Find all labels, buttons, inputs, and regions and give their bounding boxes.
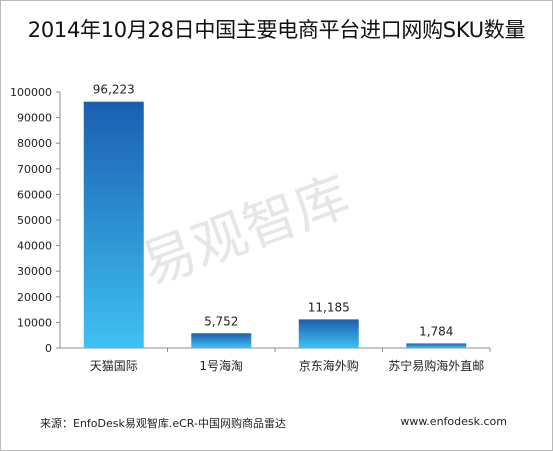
watermark-text: 易观智库 [133,164,358,297]
data-label: 11,185 [308,300,350,314]
x-tick-label: 天猫国际 [90,359,138,373]
bar [298,319,359,348]
y-tick-label: 10000 [17,316,52,329]
y-tick-label: 90000 [17,112,52,125]
bar [191,333,252,348]
data-label: 96,223 [93,83,135,97]
y-tick-label: 20000 [17,291,52,304]
y-tick-label: 80000 [17,137,52,150]
x-tick-label: 苏宁易购海外直邮 [388,358,484,373]
data-label: 5,752 [204,314,238,328]
y-tick-label: 100000 [10,86,52,99]
bar [406,343,467,348]
y-tick-label: 60000 [17,188,52,201]
x-tick-label: 京东海外购 [299,358,359,373]
data-label: 1,784 [419,324,453,338]
website-url: www.enfodesk.com [400,415,507,428]
y-tick-label: 0 [45,342,52,355]
y-tick-label: 70000 [17,163,52,176]
chart-title: 2014年10月28日中国主要电商平台进口网购SKU数量 [27,18,526,42]
y-tick-label: 40000 [17,240,52,253]
source-note: 来源：EnfoDesk易观智库.eCR-中国网购商品雷达 [40,417,286,430]
x-tick-label: 1号海淘 [199,358,243,373]
y-tick-label: 50000 [17,214,52,227]
bar [83,101,144,348]
y-tick-label: 30000 [17,265,52,278]
